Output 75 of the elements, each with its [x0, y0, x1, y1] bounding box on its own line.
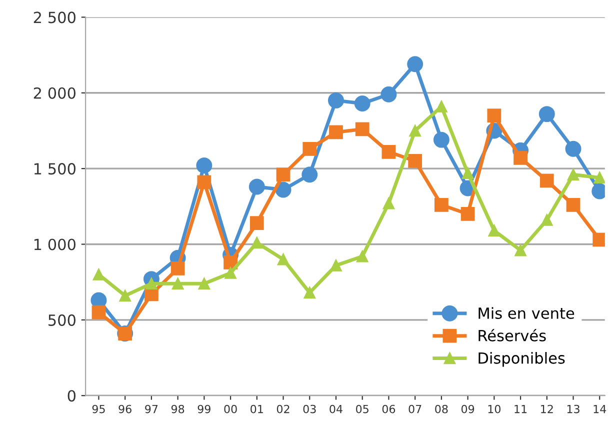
point: [436, 100, 448, 112]
point: [354, 95, 370, 112]
legend-label: Mis en vente: [478, 307, 574, 319]
x-tick-label: 08: [435, 404, 448, 414]
x-tick-label: 05: [356, 404, 368, 414]
point: [565, 140, 582, 157]
point: [302, 166, 318, 183]
point: [328, 92, 344, 108]
point: [566, 198, 580, 212]
point: [197, 175, 212, 190]
point: [250, 216, 264, 230]
point: [382, 197, 395, 210]
x-tick-label: 95: [92, 404, 105, 414]
point: [170, 262, 185, 276]
x-tick-label: 09: [461, 404, 474, 414]
x-tick-label: 00: [224, 404, 237, 414]
point: [329, 125, 343, 140]
point: [407, 56, 424, 72]
point: [538, 106, 555, 122]
point: [487, 108, 502, 123]
point: [488, 224, 500, 237]
point: [330, 260, 342, 272]
point: [277, 253, 290, 266]
x-tick-label: 02: [276, 404, 290, 414]
x-tick-label: 12: [541, 404, 553, 414]
point: [380, 86, 397, 102]
x-tick-label: 01: [250, 404, 263, 414]
point: [172, 278, 184, 290]
point: [119, 290, 131, 302]
point: [275, 182, 292, 198]
x-tick-label: 97: [145, 404, 158, 414]
point: [250, 236, 263, 249]
point: [196, 158, 212, 174]
point: [460, 207, 475, 221]
y-tick-label: 0: [68, 390, 76, 402]
point: [434, 198, 448, 212]
point: [304, 286, 316, 299]
y-tick-label: 500: [48, 314, 76, 326]
point: [433, 132, 450, 148]
x-tick-label: 04: [330, 404, 342, 414]
point: [462, 167, 474, 180]
x-tick-label: 07: [408, 404, 422, 414]
y-tick-label: 1 500: [34, 163, 76, 175]
point: [224, 267, 236, 279]
point: [594, 172, 605, 184]
point: [92, 268, 105, 280]
x-tick-label: 13: [567, 404, 580, 414]
x-tick-label: 98: [171, 404, 184, 414]
point: [408, 154, 422, 168]
legend-label: Disponibles: [478, 352, 565, 367]
point: [92, 305, 106, 320]
point: [514, 244, 526, 256]
point: [514, 151, 528, 165]
point: [356, 250, 368, 262]
y-tick-label: 2 000: [34, 87, 76, 99]
x-tick-label: 96: [118, 404, 132, 414]
point: [540, 174, 554, 188]
point: [540, 214, 553, 226]
point: [409, 124, 421, 137]
y-tick-label: 2 500: [34, 12, 76, 24]
point: [355, 122, 370, 136]
point: [248, 178, 265, 195]
point: [302, 142, 317, 156]
y-tick-label: 1 000: [34, 238, 76, 250]
legend-label: Réservés: [478, 328, 546, 342]
point: [567, 168, 580, 181]
point: [198, 278, 210, 290]
x-tick-label: 10: [488, 404, 500, 414]
point: [276, 168, 290, 182]
x-tick-label: 99: [198, 404, 210, 414]
x-tick-label: 03: [303, 404, 316, 414]
x-tick-label: 06: [382, 404, 396, 414]
x-tick-label: 11: [514, 404, 527, 414]
point: [382, 144, 396, 159]
x-tick-label: 14: [594, 404, 606, 414]
